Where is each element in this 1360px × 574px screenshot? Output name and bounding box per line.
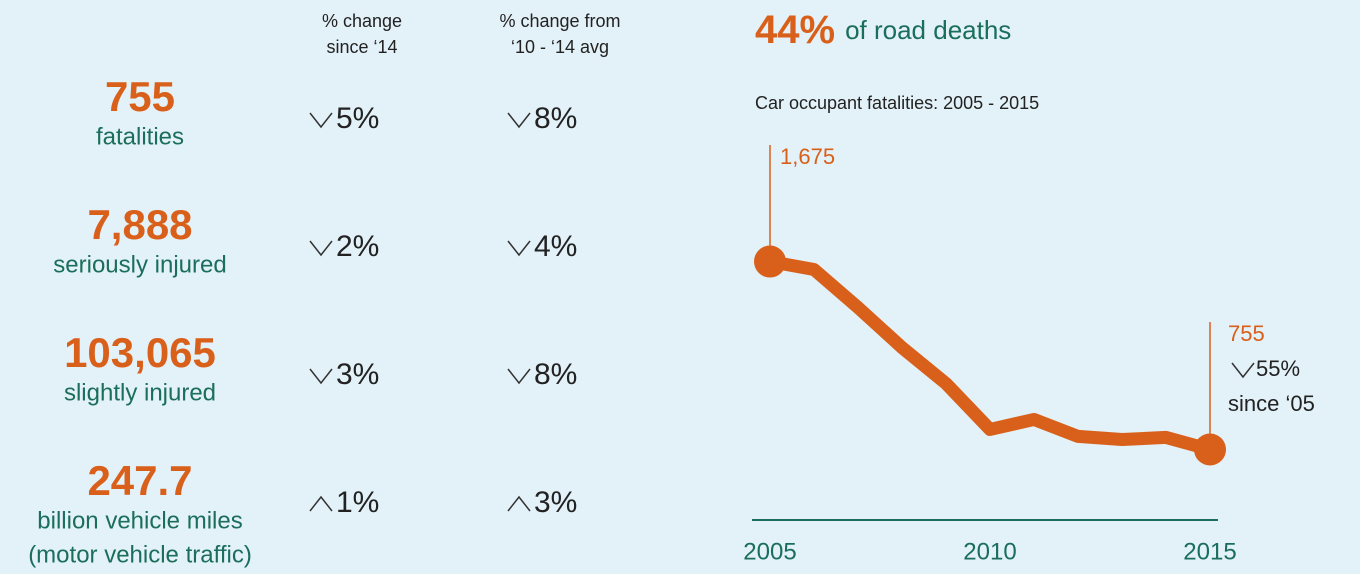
headline-text: of road deaths — [845, 15, 1011, 45]
stat-value: 103,065 — [64, 329, 216, 376]
down-arrow — [309, 368, 333, 385]
change-value: 1% — [336, 486, 379, 519]
down-arrow — [1231, 362, 1255, 379]
stat-value: 755 — [105, 73, 175, 120]
up-arrow — [507, 495, 531, 512]
headline-figure: 44% — [755, 8, 835, 52]
headline: 44% of road deaths — [755, 8, 1011, 52]
down-arrow — [507, 112, 531, 129]
end-marker — [754, 245, 786, 278]
x-tick-label: 2010 — [963, 538, 1016, 565]
down-arrow — [309, 240, 333, 257]
change-value: 8% — [534, 358, 577, 391]
end-marker — [1194, 433, 1226, 466]
column-header: since ‘14 — [326, 37, 397, 57]
up-arrow — [309, 495, 333, 512]
stat-label: (motor vehicle traffic) — [28, 541, 252, 568]
down-arrow — [507, 240, 531, 257]
line-series — [763, 255, 1217, 456]
column-header: % change — [322, 11, 402, 31]
stat-label: fatalities — [96, 123, 184, 150]
value-label: 1,675 — [780, 144, 835, 169]
chart-subtitle: Car occupant fatalities: 2005 - 2015 — [755, 93, 1039, 113]
stat-value: 247.7 — [87, 457, 192, 504]
stat-value: 7,888 — [87, 201, 192, 248]
change-value: 8% — [534, 102, 577, 135]
stat-label: slightly injured — [64, 379, 216, 406]
down-arrow — [507, 368, 531, 385]
x-tick-label: 2015 — [1183, 538, 1236, 565]
change-value: 5% — [336, 102, 379, 135]
value-label: 755 — [1228, 321, 1265, 346]
column-header: % change from — [499, 11, 620, 31]
x-tick-label: 2005 — [743, 538, 796, 565]
stat-label: seriously injured — [53, 251, 226, 278]
annotation-change: 55% — [1256, 356, 1300, 381]
column-header: ‘10 - ‘14 avg — [511, 37, 609, 57]
down-arrow — [309, 112, 333, 129]
annotation-note: since ‘05 — [1228, 391, 1315, 416]
change-value: 3% — [336, 358, 379, 391]
change-value: 3% — [534, 486, 577, 519]
change-value: 4% — [534, 230, 577, 263]
stat-label: billion vehicle miles — [37, 507, 242, 534]
change-value: 2% — [336, 230, 379, 263]
